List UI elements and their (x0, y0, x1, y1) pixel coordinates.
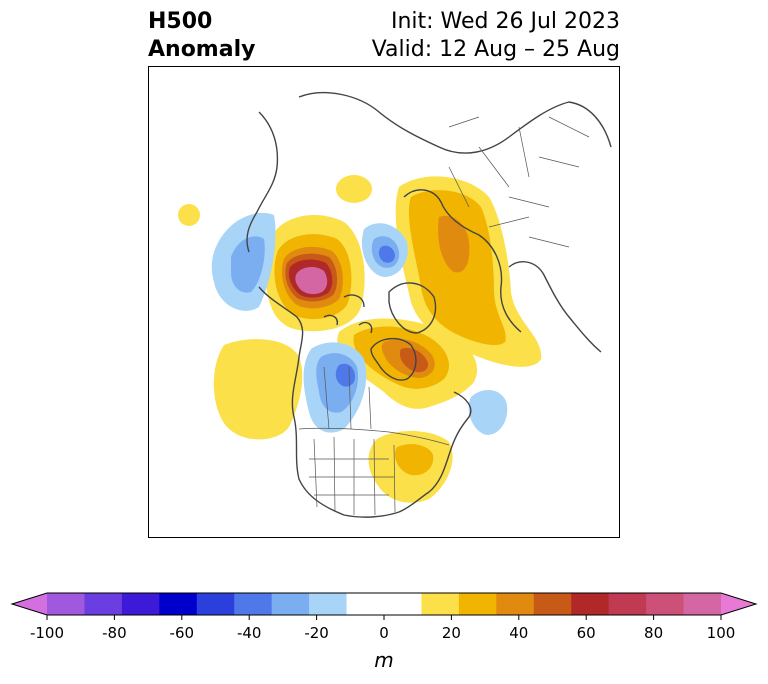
colorbar-bin (496, 593, 535, 615)
init-date: Init: Wed 26 Jul 2023 (390, 9, 620, 34)
colorbar-bin (458, 593, 497, 615)
colorbar-bin (159, 593, 198, 615)
colorbar-bin (234, 593, 273, 615)
colorbar-tick-label: 80 (644, 624, 664, 642)
arctic-islands (323, 294, 373, 334)
colorbar-bin (47, 593, 85, 615)
positive-anomaly-eastern-us-mid (394, 444, 434, 476)
negative-anomaly-atlantic (468, 390, 508, 435)
colorbar-bin (421, 593, 460, 615)
positive-anomaly-pacific (178, 204, 200, 226)
positive-anomaly-fields (178, 175, 542, 503)
colorbar-bin (309, 593, 348, 615)
negative-anomaly-arctic-core (378, 245, 395, 263)
colorbar-bin (346, 593, 385, 615)
colorbar-tick-label: 20 (441, 624, 461, 642)
colorbar-tick-label: -80 (102, 624, 127, 642)
us-state-lines (309, 436, 396, 516)
colorbar-bin (571, 593, 610, 615)
greenland-coast (388, 282, 437, 334)
eurasia-coast (298, 91, 612, 154)
borders (298, 116, 590, 516)
colorbar-bin (533, 593, 572, 615)
europe-coast (508, 261, 602, 353)
colorbar-bin (384, 593, 422, 615)
negative-anomaly-gulf-alaska-mid (231, 236, 265, 293)
north-america-coast (258, 286, 472, 518)
colorbar-bin (646, 593, 685, 615)
colorbar-tick-label: 40 (509, 624, 529, 642)
colorbar-bin (271, 593, 310, 615)
positive-anomaly-central-max (399, 347, 429, 373)
colorbar-tick-label: 0 (379, 624, 389, 642)
eurasia-borders (448, 116, 590, 248)
us-canada-border (298, 427, 450, 446)
colorbar-tick-label: -60 (169, 624, 195, 642)
colorbar-unit-label: m (374, 648, 394, 672)
hudson-bay-coast (370, 338, 417, 381)
colorbar-bin (196, 593, 235, 615)
negative-anomaly-fields (211, 212, 508, 435)
canada-province-lines (323, 366, 372, 430)
colorbar-tick-label: -100 (29, 624, 65, 642)
positive-anomaly-north-strong (438, 215, 470, 273)
colorbar-extend-min (12, 593, 47, 615)
colorbar: -100 -80 -60 -40 -20 0 20 40 60 80 100 m (0, 584, 768, 684)
colorbar-bin (84, 593, 123, 615)
colorbar-tick-label: 60 (576, 624, 596, 642)
colorbar-svg (10, 592, 758, 620)
anomaly-map (148, 66, 620, 538)
colorbar-bin (683, 593, 722, 615)
map-title: H500 Anomaly (148, 8, 255, 64)
positive-anomaly-northeast-pacific (213, 339, 303, 440)
colorbar-tick-label: 100 (706, 624, 736, 642)
scandinavia-coast (403, 189, 522, 333)
valid-range: Valid: 12 Aug – 25 Aug (371, 37, 620, 62)
colorbar-tick-label: -20 (304, 624, 329, 642)
siberia-coast (246, 111, 279, 253)
forecast-dates: Init: Wed 26 Jul 2023 Valid: 12 Aug – 25… (372, 8, 620, 64)
colorbar-tick-label: -40 (236, 624, 262, 642)
colorbar-bin (121, 593, 160, 615)
map-svg (178, 91, 612, 518)
positive-anomaly-pole (336, 175, 372, 203)
positive-anomaly-west-core (295, 267, 328, 295)
colorbar-extend-max (721, 593, 756, 615)
title-line-1: H500 (148, 9, 213, 34)
negative-anomaly-western-canada-core (335, 363, 355, 387)
title-line-2: Anomaly (148, 37, 256, 62)
colorbar-bin (608, 593, 647, 615)
coastlines (246, 91, 612, 518)
